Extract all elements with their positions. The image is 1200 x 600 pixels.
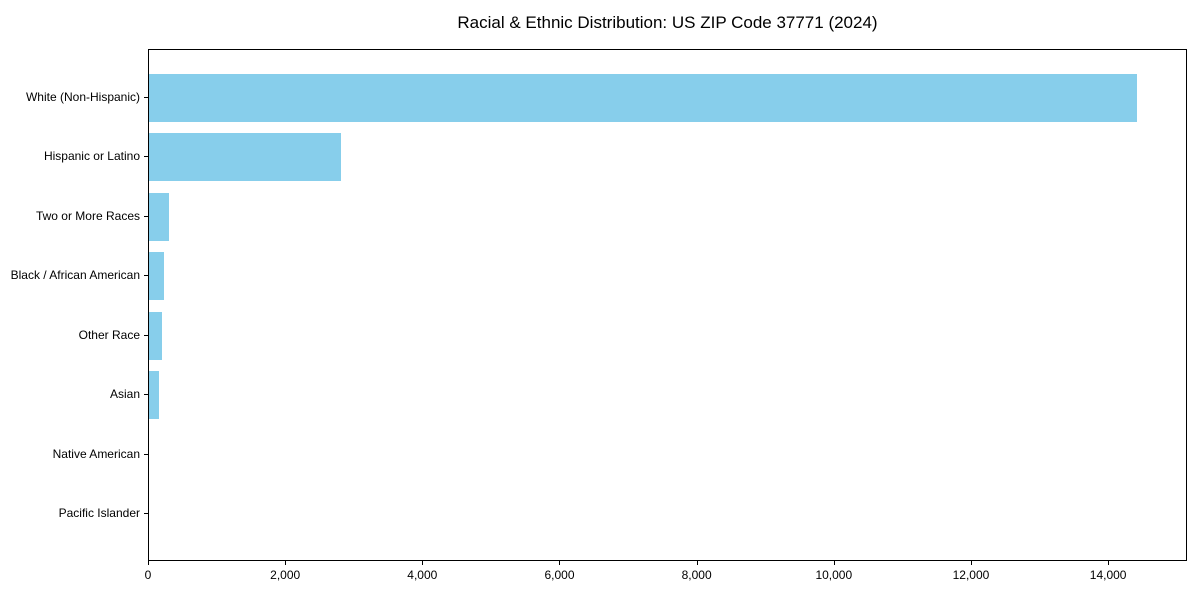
x-axis-tick-label: 0 <box>144 568 152 582</box>
y-tick-mark <box>144 334 148 336</box>
x-tick-mark <box>559 561 561 565</box>
y-tick-mark <box>144 275 148 276</box>
y-tick-mark <box>144 96 148 98</box>
x-tick-mark <box>148 561 149 565</box>
y-axis-label: White (Non-Hispanic) <box>25 89 140 104</box>
x-axis-tick-label: 14,000 <box>1089 568 1127 582</box>
y-axis-label: Hispanic or Latino <box>43 149 140 163</box>
x-axis-tick-label: 8,000 <box>681 568 712 582</box>
bar-hispanic-or-latino <box>149 133 342 181</box>
plot-area <box>148 49 1187 561</box>
y-axis-label: Other Race <box>78 327 140 342</box>
x-tick-mark <box>422 561 424 565</box>
chart-title: Racial & Ethnic Distribution: US ZIP Cod… <box>457 13 878 32</box>
y-axis-label: Two or More Races <box>35 208 140 223</box>
x-axis-tick-label: 2,000 <box>270 568 301 582</box>
x-axis-tick-label: 4,000 <box>407 568 438 582</box>
y-tick-mark <box>144 156 148 157</box>
y-axis-label: Black / African American <box>10 268 140 282</box>
y-axis-label: Asian <box>109 387 140 401</box>
x-tick-mark <box>970 561 972 565</box>
x-axis-tick-label: 10,000 <box>815 568 853 582</box>
x-tick-mark <box>696 561 698 565</box>
y-axis-label: Pacific Islander <box>58 506 140 520</box>
x-tick-mark <box>833 561 835 565</box>
x-tick-mark <box>285 561 287 565</box>
bar-white-non-hispanic <box>149 73 1137 122</box>
x-axis-tick-label: 12,000 <box>952 568 990 582</box>
y-tick-mark <box>144 394 148 395</box>
y-tick-mark <box>144 215 148 217</box>
x-tick-mark <box>1108 561 1110 565</box>
bar-two-or-more-races <box>149 192 169 241</box>
y-tick-mark <box>144 453 148 455</box>
x-axis-tick-label: 6,000 <box>544 568 575 582</box>
bar-black-african-american <box>149 252 165 300</box>
bar-asian <box>149 371 160 419</box>
y-tick-mark <box>144 513 148 514</box>
y-axis-label: Native American <box>52 446 140 461</box>
bar-other-race <box>149 311 163 360</box>
